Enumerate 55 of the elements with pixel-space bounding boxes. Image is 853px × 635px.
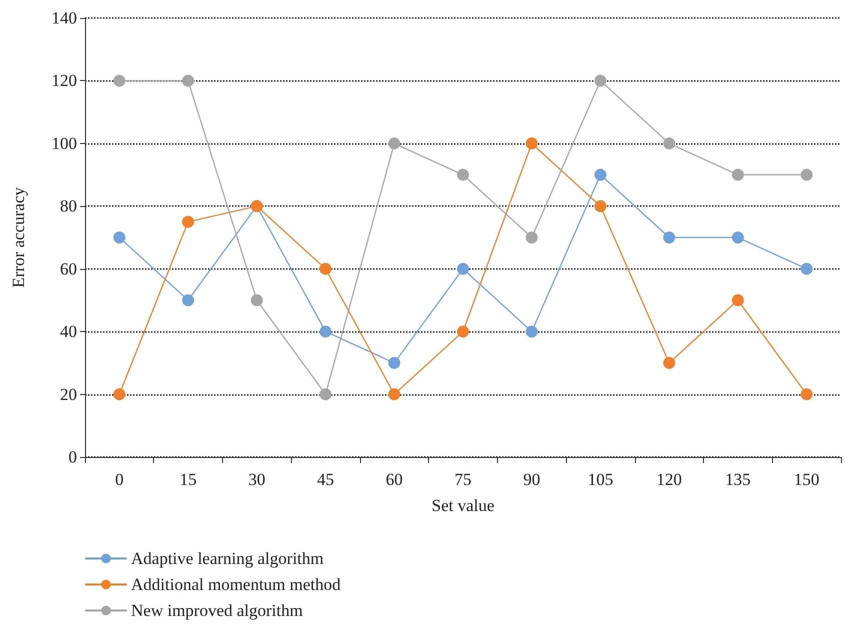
point [594, 200, 606, 212]
point [320, 388, 332, 400]
x-tick-label: 30 [248, 470, 266, 489]
x-tick-label: 105 [588, 470, 614, 489]
point [457, 326, 469, 338]
point [526, 232, 538, 244]
y-tick-label: 100 [52, 134, 77, 153]
x-tick-label: 45 [317, 470, 334, 489]
point [388, 137, 400, 150]
point [526, 137, 538, 150]
y-axis-title: Error accuracy [9, 186, 28, 288]
y-tick-label: 40 [60, 322, 77, 342]
point [457, 168, 469, 181]
point [182, 74, 194, 87]
x-tick-label: 120 [656, 470, 682, 489]
y-tick-label: 140 [52, 8, 77, 28]
point [526, 326, 538, 338]
x-tick-label: 60 [386, 470, 403, 489]
point [113, 388, 126, 400]
point [732, 168, 744, 181]
point [732, 232, 744, 244]
point [663, 232, 676, 244]
point [320, 326, 332, 338]
point [594, 74, 606, 87]
x-tick-label: 135 [725, 470, 751, 489]
point [250, 294, 263, 306]
point [800, 168, 813, 181]
x-tick-label: 150 [794, 470, 820, 489]
point [388, 388, 400, 400]
point [594, 168, 606, 181]
point [320, 262, 332, 275]
x-tick-label: 15 [180, 470, 197, 489]
point [732, 294, 744, 306]
legend-label: Additional momentum method [131, 575, 342, 594]
y-tick-label: 120 [52, 71, 77, 90]
point [182, 294, 194, 306]
y-tick-label: 20 [60, 384, 77, 404]
x-tick-label: 75 [454, 470, 472, 489]
y-tick-label: 0 [68, 448, 77, 466]
point [457, 262, 469, 275]
y-tick-label: 60 [60, 259, 77, 278]
legend-label: Adaptive learning algorithm [131, 549, 324, 568]
point [182, 216, 194, 228]
y-tick-label: 80 [60, 196, 77, 216]
point [800, 262, 813, 275]
point [388, 356, 400, 369]
point [800, 388, 813, 400]
point [663, 356, 676, 369]
x-tick-label: 90 [523, 470, 540, 489]
point [113, 232, 126, 244]
point [663, 137, 676, 150]
legend-label: New improved algorithm [131, 601, 303, 620]
point [113, 74, 126, 87]
x-tick-label: 0 [115, 470, 124, 489]
x-axis-title: Set value [432, 496, 494, 515]
